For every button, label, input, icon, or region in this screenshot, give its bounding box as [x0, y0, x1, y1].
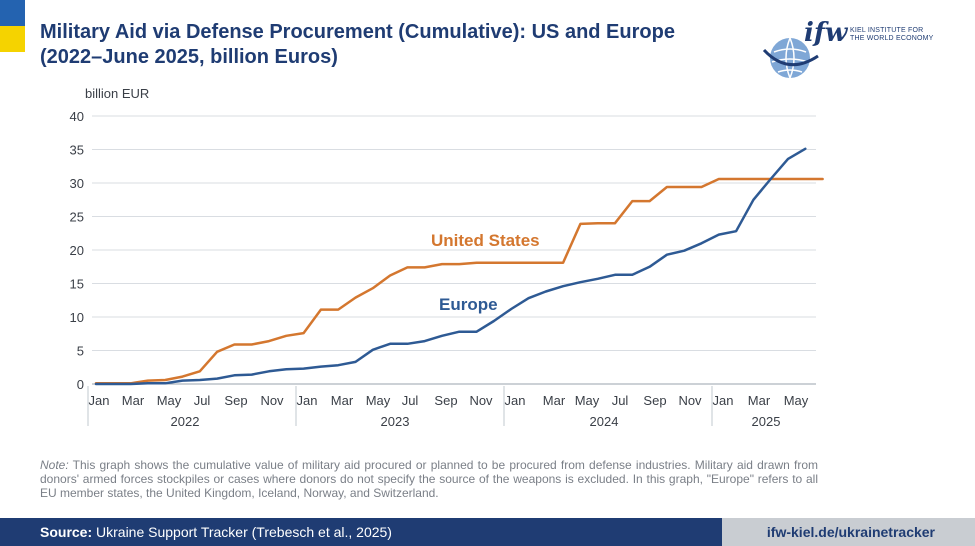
series-line-united-states [94, 177, 824, 385]
y-tick-label: 35 [70, 143, 84, 158]
y-axis-ticks: 0 5 10 15 20 25 30 35 40 [70, 109, 84, 392]
tracker-url-link[interactable]: ifw-kiel.de/ukrainetracker [766, 524, 935, 540]
y-tick-label: 15 [70, 277, 84, 292]
x-tick-label: Jan [297, 393, 318, 408]
source-label: Source: [40, 524, 93, 540]
gridlines [92, 115, 816, 385]
flag-blue-stripe [0, 0, 25, 26]
chart-title: Military Aid via Defense Procurement (Cu… [40, 21, 675, 68]
x-tick-label: Sep [434, 393, 457, 408]
footer-source-panel [0, 518, 722, 546]
x-tick-label: May [366, 393, 391, 408]
y-tick-label: 0 [77, 377, 84, 392]
ifw-wordmark: ifw [804, 18, 848, 48]
x-tick-label: Nov [678, 393, 702, 408]
x-tick-label: Nov [469, 393, 493, 408]
series-labels: United States Europe [431, 231, 540, 314]
series-label-europe: Europe [439, 295, 498, 314]
x-year-label: 2023 [381, 414, 410, 429]
x-tick-label: May [575, 393, 600, 408]
x-tick-label: Jan [89, 393, 110, 408]
y-tick-label: 10 [70, 310, 84, 325]
institute-name: KIEL INSTITUTE FOR THE WORLD ECONOMY [850, 27, 934, 43]
note-text: This graph shows the cumulative value of… [40, 458, 818, 500]
ukraine-flag [0, 0, 25, 52]
footer-url-panel [722, 518, 975, 546]
x-year-label: 2024 [590, 414, 619, 429]
institute-line-1: KIEL INSTITUTE FOR [850, 27, 924, 34]
x-tick-label: Sep [224, 393, 247, 408]
x-tick-label: May [784, 393, 809, 408]
institute-line-2: THE WORLD ECONOMY [850, 35, 934, 42]
note-label: Note: [40, 458, 69, 472]
y-tick-label: 20 [70, 243, 84, 258]
x-tick-label: May [157, 393, 182, 408]
x-tick-label: Jul [402, 393, 419, 408]
x-axis-ticks: Jan Mar May Jul Sep Nov Jan Mar May Jul Sep Nov Jan M… [87, 386, 809, 429]
footer-bar: Source: Ukraine Support Tracker (Trebesc… [0, 518, 975, 546]
chart-note: Note: This graph shows the cumulative va… [40, 458, 818, 500]
x-year-label: 2022 [171, 414, 200, 429]
x-tick-label: Mar [748, 393, 771, 408]
x-tick-label: Jul [612, 393, 629, 408]
source-credit: Source: Ukraine Support Tracker (Trebesc… [40, 524, 392, 540]
y-tick-label: 30 [70, 176, 84, 191]
x-tick-label: Mar [331, 393, 354, 408]
y-axis-label: billion EUR [85, 86, 149, 101]
y-tick-label: 40 [70, 109, 84, 124]
x-tick-label: Jul [194, 393, 211, 408]
source-text: Ukraine Support Tracker (Trebesch et al.… [96, 524, 392, 540]
x-tick-label: Mar [122, 393, 145, 408]
x-tick-label: Sep [643, 393, 666, 408]
y-tick-label: 5 [77, 344, 84, 359]
x-tick-label: Nov [260, 393, 284, 408]
y-tick-label: 25 [70, 210, 84, 225]
ifw-logo: ifw KIEL INSTITUTE FOR THE WORLD ECONOMY [760, 14, 950, 86]
series-lines [94, 147, 824, 386]
series-line-europe [94, 147, 807, 386]
flag-yellow-stripe [0, 26, 25, 52]
x-year-label: 2025 [752, 414, 781, 429]
x-tick-label: Mar [543, 393, 566, 408]
globe-icon [762, 37, 819, 79]
x-tick-label: Jan [505, 393, 526, 408]
series-label-united-states: United States [431, 231, 540, 250]
x-tick-label: Jan [713, 393, 734, 408]
